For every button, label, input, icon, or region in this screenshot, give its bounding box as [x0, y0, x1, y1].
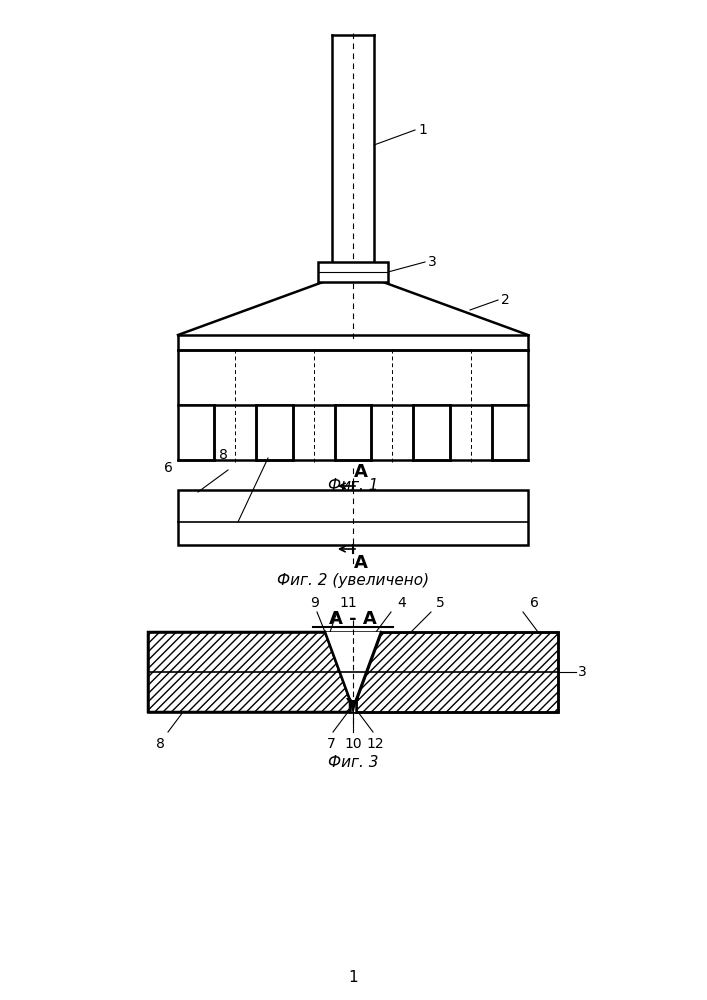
- Text: 4: 4: [397, 596, 406, 610]
- Text: 6: 6: [164, 461, 173, 475]
- Text: A: A: [354, 463, 368, 481]
- Text: 12: 12: [366, 737, 384, 751]
- Bar: [178, 350, 528, 405]
- Bar: [178, 405, 214, 460]
- Text: 11: 11: [339, 596, 357, 610]
- Text: 8: 8: [156, 737, 165, 751]
- Bar: [413, 405, 450, 460]
- Text: 9: 9: [310, 596, 320, 610]
- Bar: [148, 632, 558, 712]
- Bar: [318, 262, 388, 282]
- Text: Фиг. 3: Фиг. 3: [328, 755, 378, 770]
- Text: A: A: [354, 554, 368, 572]
- Bar: [178, 490, 528, 545]
- Text: 3: 3: [428, 255, 437, 269]
- Text: 2: 2: [501, 293, 510, 307]
- Polygon shape: [346, 698, 351, 703]
- Polygon shape: [349, 700, 357, 714]
- Polygon shape: [325, 632, 381, 712]
- Text: 6: 6: [530, 596, 539, 610]
- Polygon shape: [355, 698, 360, 703]
- Text: 1: 1: [348, 970, 358, 986]
- Bar: [335, 405, 371, 460]
- Bar: [257, 405, 293, 460]
- Text: 1: 1: [418, 123, 427, 137]
- Text: Фиг. 2 (увеличено): Фиг. 2 (увеличено): [277, 573, 429, 588]
- Text: A - A: A - A: [329, 610, 377, 628]
- Text: Фиг. 1: Фиг. 1: [328, 478, 378, 493]
- Text: 8: 8: [219, 448, 228, 462]
- Text: 10: 10: [344, 737, 362, 751]
- Text: 5: 5: [436, 596, 445, 610]
- Bar: [491, 405, 528, 460]
- Text: 3: 3: [578, 665, 587, 679]
- Text: 7: 7: [327, 737, 335, 751]
